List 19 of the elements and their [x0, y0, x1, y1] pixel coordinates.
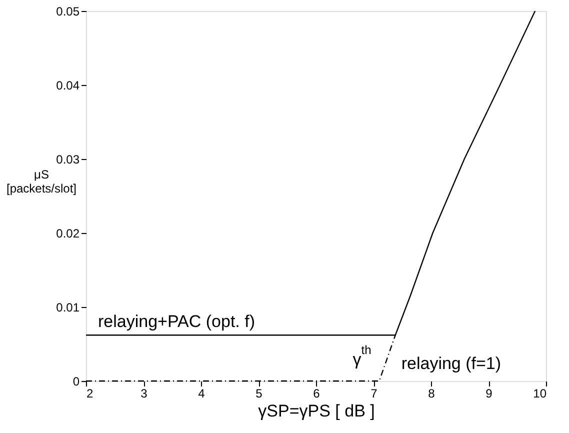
y-axis-title: μS [packets/slot] [6, 168, 77, 196]
y-tick-label: 0.03 [56, 152, 80, 166]
x-tick-label: 8 [428, 386, 436, 400]
x-tick-label: 3 [140, 386, 148, 400]
x-axis-title: γSP=γPS [ dB ] [258, 402, 375, 420]
series-label: relaying (f=1) [401, 354, 502, 373]
x-tick-label: 6 [313, 386, 320, 400]
y-tick-label: 0.01 [56, 300, 80, 314]
series-label: relaying+PAC (opt. f) [98, 312, 256, 332]
y-tick-label: 0.02 [56, 226, 80, 240]
x-tick-label: 9 [486, 386, 493, 400]
y-tick-label: 0 [72, 374, 80, 388]
x-tick-label: 10 [533, 386, 547, 400]
y-tick-label: 0.05 [56, 4, 80, 18]
x-tick-label: 7 [370, 386, 378, 400]
x-tick-label: 5 [256, 386, 263, 400]
x-tick-label: 4 [198, 386, 206, 400]
x-tick-label: 2 [86, 386, 94, 400]
y-tick-label: 0.04 [56, 78, 80, 92]
